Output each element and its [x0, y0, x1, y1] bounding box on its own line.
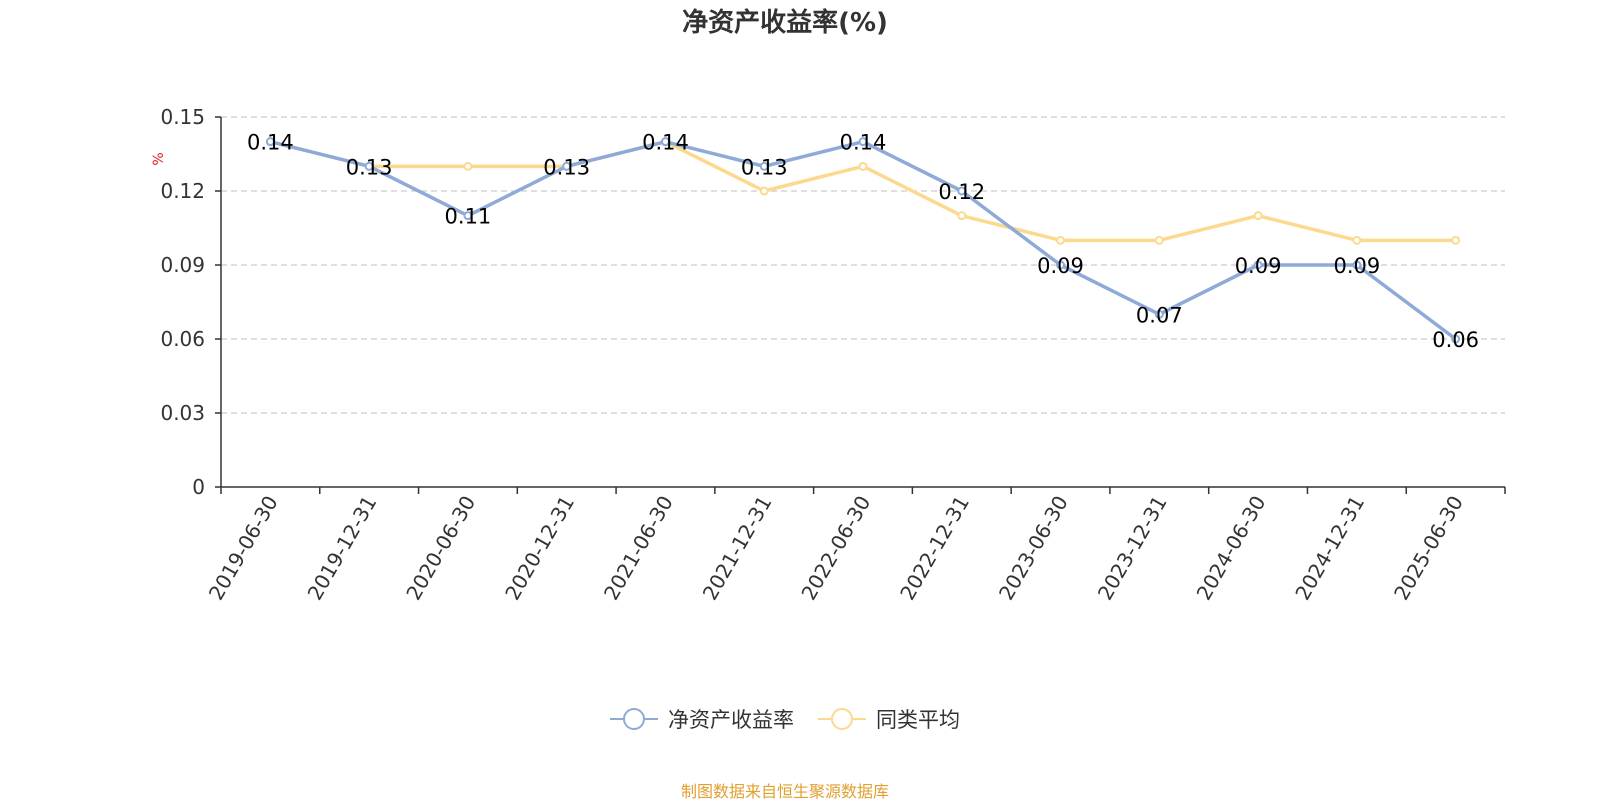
data-point: [1056, 260, 1066, 270]
data-label: 0.11: [445, 205, 492, 229]
data-point: [957, 211, 967, 221]
legend-swatch-circle: [623, 708, 645, 730]
source-note: 制图数据来自恒生聚源数据库: [680, 782, 889, 801]
data-point: [858, 161, 868, 171]
data-label: 0.09: [1037, 254, 1084, 278]
data-point: [660, 137, 670, 147]
data-label: 0.12: [938, 180, 985, 204]
chart-title: 净资产收益率(%): [682, 8, 888, 38]
y-axis-label: %: [151, 152, 167, 165]
data-point: [1154, 235, 1164, 245]
data-point: [562, 161, 572, 171]
legend: 净资产收益率 同类平均: [0, 704, 1570, 734]
data-point: [1253, 211, 1263, 221]
data-point: [759, 161, 769, 171]
x-tick-label: 2022-12-31: [895, 492, 974, 605]
data-point: [364, 161, 374, 171]
legend-swatch-icon: [610, 708, 658, 730]
data-point: [463, 211, 473, 221]
legend-label: 同类平均: [876, 708, 960, 732]
legend-item-0[interactable]: 净资产收益率: [610, 704, 794, 734]
y-tick-label: 0.12: [160, 179, 205, 203]
data-point: [463, 161, 473, 171]
data-point: [265, 137, 275, 147]
data-label: 0.13: [543, 155, 590, 179]
data-label: 0.13: [346, 155, 393, 179]
x-tick-label: 2023-12-31: [1093, 492, 1172, 605]
data-point: [858, 137, 868, 147]
x-tick-label: 2020-12-31: [500, 492, 579, 605]
data-point: [1352, 235, 1362, 245]
x-tick-label: 2019-06-30: [204, 492, 283, 605]
data-point: [1253, 260, 1263, 270]
x-tick-label: 2021-06-30: [599, 492, 678, 605]
data-label: 0.06: [1432, 328, 1479, 352]
series-lines: [265, 137, 1461, 344]
legend-swatch-circle: [831, 708, 853, 730]
x-tick-label: 2021-12-31: [698, 492, 777, 605]
axes: 0 0.03 0.06 0.09 0.12 0.15% 2019-06-30 2019-12-…: [151, 105, 1506, 605]
data-label: 0.14: [247, 131, 294, 155]
data-point: [957, 186, 967, 196]
data-point: [759, 186, 769, 196]
y-tick-label: 0: [192, 475, 205, 499]
x-tick-label: 2025-06-30: [1389, 492, 1468, 605]
data-label: 0.13: [741, 155, 788, 179]
data-point: [1352, 260, 1362, 270]
data-label: 0.09: [1235, 254, 1282, 278]
data-point: [1451, 235, 1461, 245]
series-line-0: [269, 139, 1457, 341]
x-tick-label: 2024-06-30: [1192, 492, 1271, 605]
x-tick-label: 2020-06-30: [401, 492, 480, 605]
data-point: [1154, 309, 1164, 319]
y-tick-label: 0.03: [160, 401, 205, 425]
legend-label: 净资产收益率: [668, 708, 794, 732]
x-tick-label: 2024-12-31: [1290, 492, 1369, 605]
legend-swatch-icon: [818, 708, 866, 730]
data-label: 0.14: [642, 131, 689, 155]
y-tick-label: 0.09: [160, 253, 205, 277]
y-tick-label: 0.06: [160, 327, 205, 351]
data-point: [1451, 334, 1461, 344]
legend-item-1[interactable]: 同类平均: [818, 704, 960, 734]
y-tick-label: 0.15: [160, 105, 205, 129]
line-chart: 0 0.03 0.06 0.09 0.12 0.15% 2019-06-30 2019-12-…: [151, 105, 1506, 605]
x-tick-label: 2019-12-31: [303, 492, 382, 605]
x-tick-label: 2023-06-30: [994, 492, 1073, 605]
data-labels: 0.14 0.13 0.11 0.13 0.14 0.13 0.14 0.12 0.09 0.07…: [247, 131, 1479, 352]
x-tick-label: 2022-06-30: [796, 492, 875, 605]
data-label: 0.07: [1136, 303, 1183, 327]
data-label: 0.09: [1333, 254, 1380, 278]
data-point: [1056, 235, 1066, 245]
data-label: 0.14: [840, 131, 887, 155]
